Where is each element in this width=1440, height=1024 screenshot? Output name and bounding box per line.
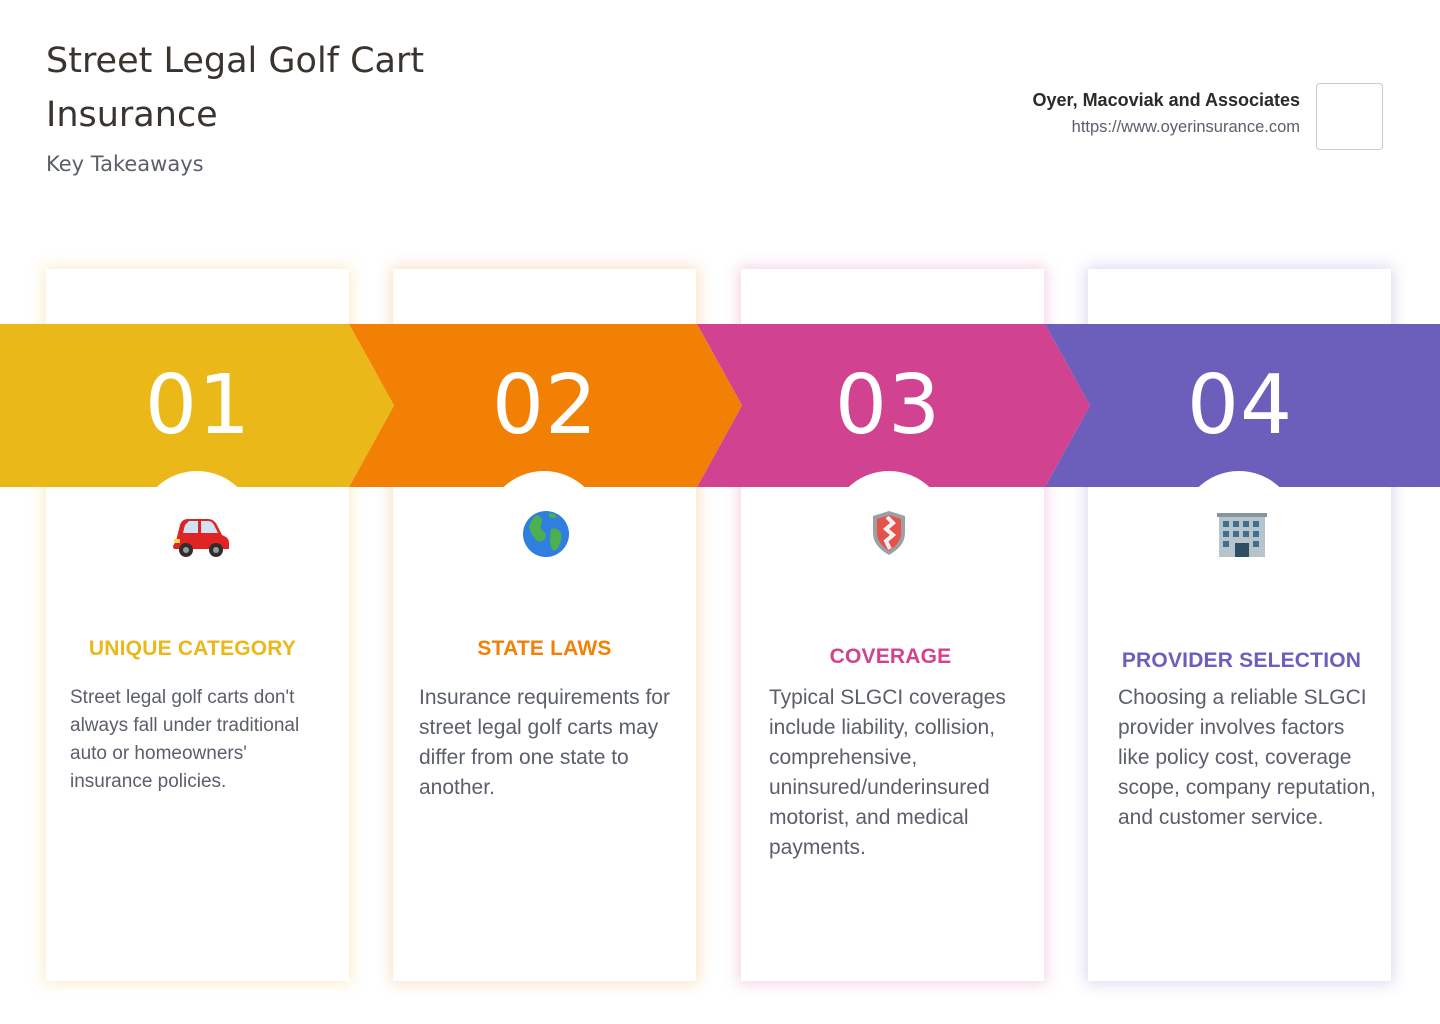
step-heading-2: STATE LAWS [477,637,612,660]
shield-icon [830,471,948,589]
step-number-1: 01 [144,358,252,453]
step-description-4: Choosing a reliable SLGCI provider invol… [1118,686,1376,829]
step-number-2: 02 [491,358,599,453]
arrow-segment-1 [0,324,394,487]
office-building-icon [1180,471,1298,589]
globe-icon [485,471,603,589]
brand-block: Oyer, Macoviak and Associates https://ww… [1033,90,1300,137]
step-description-1: Street legal golf carts don't always fal… [70,687,300,792]
brand-url[interactable]: https://www.oyerinsurance.com [1071,118,1300,136]
brand-logo [1316,83,1383,150]
arrow-segment-3 [697,324,1090,487]
car-icon [138,471,256,589]
page-subtitle: Key Takeaways [46,152,204,176]
step-number-4: 04 [1186,358,1294,453]
step-heading-3: COVERAGE [829,645,952,668]
step-description-3: Typical SLGCI coverages include liabilit… [769,686,1006,859]
step-number-3: 03 [834,358,942,453]
step-description-2: Insurance requirements for street legal … [419,686,670,799]
step-heading-1: UNIQUE CATEGORY [88,637,297,660]
arrow-segment-2 [349,324,742,487]
page-title: Street Legal Golf Cart Insurance [46,41,425,135]
step-heading-4: PROVIDER SELECTION [1121,649,1362,672]
arrow-segment-4 [1045,324,1440,487]
brand-name: Oyer, Macoviak and Associates [1032,90,1300,110]
arrow-band: 01 02 03 04 [0,324,1440,487]
